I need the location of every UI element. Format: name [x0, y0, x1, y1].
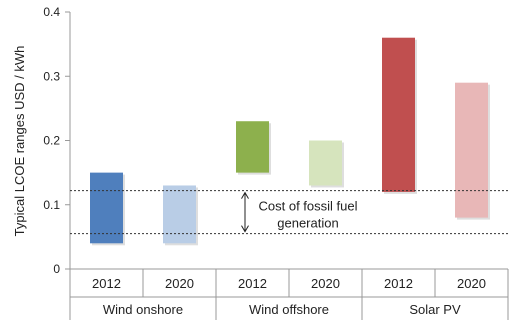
x-tick-label: 2020: [165, 276, 194, 291]
range-bar: [236, 121, 269, 173]
x-group-label: Solar PV: [409, 302, 461, 317]
y-tick-label: 0.3: [43, 69, 60, 83]
y-tick-label: 0.1: [43, 198, 60, 212]
y-axis-label: Typical LCOE ranges USD / kWh: [12, 46, 27, 237]
range-bar: [382, 37, 415, 192]
y-tick-label: 0: [53, 262, 60, 276]
range-bar: [455, 82, 488, 218]
y-axis: 0 0.1 0.2 0.3 0.4: [43, 5, 71, 276]
x-tick-label: 2012: [92, 276, 121, 291]
x-tick-label: 2020: [311, 276, 340, 291]
range-bar: [163, 185, 196, 244]
range-arrow-head-up: [241, 191, 249, 199]
x-tick-label: 2012: [384, 276, 413, 291]
fossil-fuel-reference: Cost of fossil fuel generation: [70, 190, 508, 235]
range-arrow-head-down: [241, 225, 249, 233]
x-tick-label: 2012: [238, 276, 267, 291]
range-bars: [90, 37, 490, 246]
range-bar: [90, 172, 123, 244]
y-tick-label: 0.2: [43, 134, 60, 148]
reference-label-line-2: generation: [277, 216, 338, 231]
x-tick-label: 2020: [457, 276, 486, 291]
range-bar: [309, 140, 342, 186]
y-tick-label: 0.4: [43, 5, 60, 19]
x-axis: 2012 2020 2012 2020 2012 2020 Wind onshore Wind…: [69, 268, 509, 320]
reference-label-line-1: Cost of fossil fuel: [259, 199, 358, 214]
x-group-label: Wind onshore: [103, 302, 183, 317]
x-group-label: Wind offshore: [249, 302, 329, 317]
